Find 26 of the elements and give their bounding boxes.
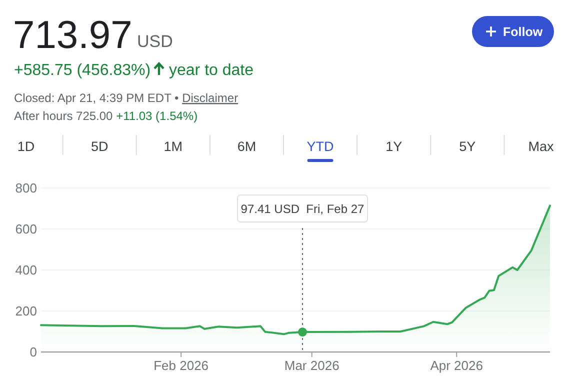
text: +585.75 (456.83%) — [14, 62, 151, 79]
text: YTD — [306, 139, 334, 154]
annotation: 97.41 USD Fri, Feb 27 — [240, 202, 365, 216]
text: +11.03 (1.54%) — [116, 109, 198, 123]
text: 5D — [90, 139, 108, 154]
text: Follow — [503, 25, 543, 39]
text: USD — [137, 32, 173, 51]
text: 1M — [164, 139, 183, 154]
y-tick-label: 200 — [15, 304, 37, 318]
text: Max — [528, 139, 554, 154]
text: 6M — [237, 139, 256, 154]
text: After hours 725.00 — [14, 109, 116, 123]
x-tick-label: Mar 2026 — [284, 358, 340, 373]
x-tick-label: Feb 2026 — [154, 358, 209, 373]
text: 1D — [17, 139, 35, 154]
chart-title: 713.97 — [13, 14, 132, 57]
text: Disclaimer — [182, 91, 238, 105]
x-tick-label: Apr 2026 — [430, 358, 483, 373]
y-tick-label: 400 — [15, 262, 37, 278]
text: 5Y — [459, 139, 476, 154]
y-tick-label: 0 — [30, 344, 37, 360]
text: 1Y — [386, 139, 402, 154]
text: Closed: Apr 21, 4:39 PM EDT • — [14, 91, 182, 105]
y-tick-label: 800 — [15, 180, 37, 196]
y-tick-label: 600 — [15, 222, 37, 236]
text: year to date — [169, 62, 254, 79]
